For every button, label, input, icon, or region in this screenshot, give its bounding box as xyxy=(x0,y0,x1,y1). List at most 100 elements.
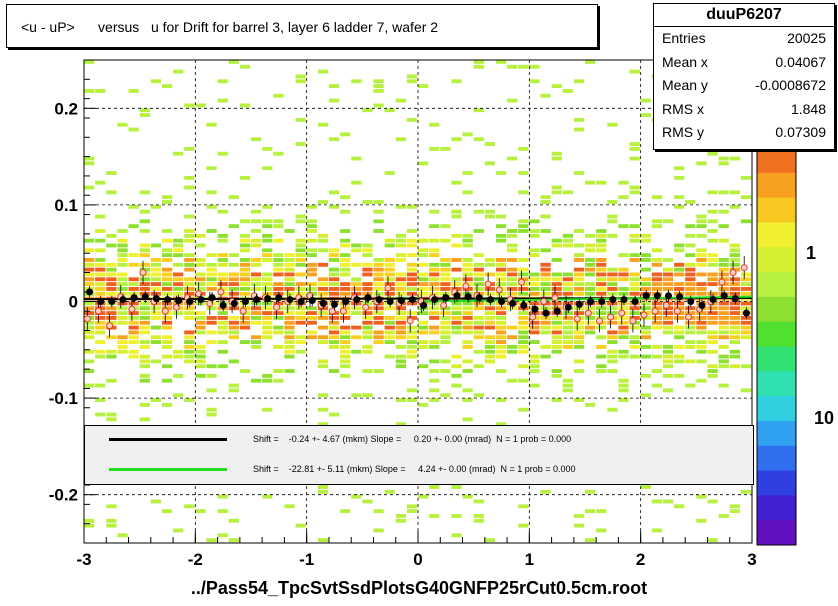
heatmap-cell xyxy=(306,311,317,316)
heatmap-cell xyxy=(373,528,384,533)
heatmap-cell xyxy=(117,248,128,253)
heatmap-cell xyxy=(173,248,184,253)
heatmap-cell xyxy=(384,489,395,494)
heatmap-cell xyxy=(562,277,573,282)
heatmap-cell xyxy=(473,349,484,354)
x-tick-label: 3 xyxy=(747,550,756,569)
heatmap-cell xyxy=(662,364,674,369)
heatmap-cell xyxy=(328,320,340,325)
heatmap-cell xyxy=(429,359,440,364)
heatmap-cell xyxy=(306,204,317,209)
heatmap-cell xyxy=(262,301,273,306)
heatmap-cell xyxy=(651,354,663,359)
heatmap-cell xyxy=(529,282,540,287)
heatmap-cell xyxy=(685,277,696,282)
heatmap-cell xyxy=(161,320,173,325)
heatmap-cell xyxy=(373,330,384,335)
heatmap-cell xyxy=(685,233,696,238)
heatmap-cell xyxy=(729,258,740,262)
heatmap-cell xyxy=(707,229,718,233)
heatmap-cell xyxy=(128,262,139,267)
heatmap-cell xyxy=(651,224,663,229)
heatmap-cell xyxy=(629,224,640,229)
heatmap-cell xyxy=(362,108,373,113)
heatmap-cell xyxy=(573,523,585,528)
heatmap-cell xyxy=(495,398,507,402)
heatmap-cell xyxy=(473,229,484,233)
heatmap-cell xyxy=(117,229,128,233)
heatmap-cell xyxy=(139,325,150,330)
heatmap-cell xyxy=(696,258,707,262)
heatmap-cell xyxy=(629,253,640,258)
heatmap-cell xyxy=(618,398,629,402)
heatmap-cell xyxy=(150,287,162,291)
heatmap-cell xyxy=(239,267,251,272)
stats-value: 0.04067 xyxy=(775,53,826,70)
heatmap-cell xyxy=(729,364,740,369)
heatmap-cell xyxy=(651,272,663,277)
heatmap-cell xyxy=(518,364,529,369)
heatmap-cell xyxy=(306,320,317,325)
heatmap-cell xyxy=(596,277,607,282)
heatmap-cell xyxy=(640,282,651,287)
heatmap-cell xyxy=(328,98,340,103)
heatmap-cell xyxy=(295,117,306,122)
heatmap-cell xyxy=(117,272,128,277)
heatmap-cell xyxy=(640,373,651,378)
heatmap-cell xyxy=(473,315,484,320)
heatmap-cell xyxy=(239,64,251,69)
heatmap-cell xyxy=(629,69,640,74)
heatmap-cell xyxy=(251,282,262,287)
heatmap-cell xyxy=(295,262,306,267)
heatmap-cell xyxy=(117,344,128,349)
heatmap-cell xyxy=(106,277,117,282)
heatmap-cell xyxy=(607,122,618,127)
heatmap-cell xyxy=(150,204,162,209)
heatmap-cell xyxy=(551,272,562,277)
heatmap-cell xyxy=(406,335,418,340)
heatmap-cell xyxy=(495,354,507,359)
heatmap-cell xyxy=(195,364,206,369)
heatmap-cell xyxy=(206,204,217,209)
heatmap-cell xyxy=(351,248,362,253)
heatmap-cell xyxy=(117,277,128,282)
heatmap-cell xyxy=(161,277,173,282)
heatmap-cell xyxy=(95,354,106,359)
heatmap-cell xyxy=(84,258,95,262)
heatmap-cell xyxy=(662,388,674,393)
heatmap-cell xyxy=(328,248,340,253)
heatmap-cell xyxy=(629,335,640,340)
heatmap-cell xyxy=(651,344,663,349)
colorbar-cell xyxy=(757,371,796,397)
heatmap-cell xyxy=(340,364,351,369)
heatmap-cell xyxy=(507,349,518,354)
heatmap-cell xyxy=(573,277,585,282)
heatmap-cell xyxy=(540,330,551,335)
heatmap-cell xyxy=(351,306,362,311)
heatmap-cell xyxy=(429,398,440,402)
heatmap-cell xyxy=(562,388,573,393)
heatmap-cell xyxy=(696,248,707,253)
heatmap-cell xyxy=(128,204,139,209)
heatmap-cell xyxy=(607,359,618,364)
heatmap-cell xyxy=(495,335,507,340)
heatmap-cell xyxy=(585,248,596,253)
heatmap-cell xyxy=(596,344,607,349)
heatmap-cell xyxy=(351,287,362,291)
heatmap-cell xyxy=(139,282,150,287)
heatmap-cell xyxy=(195,282,206,287)
heatmap-cell xyxy=(395,306,406,311)
heatmap-cell xyxy=(184,398,195,402)
heatmap-cell xyxy=(395,291,406,296)
heatmap-cell xyxy=(184,258,195,262)
colorbar-label: 1 xyxy=(806,243,816,263)
legend-text-green: Shift = -22.81 +- 5.11 (mkm) Slope = 4.2… xyxy=(253,464,576,474)
heatmap-cell xyxy=(228,287,239,291)
x-tick-label: 1 xyxy=(525,550,534,569)
heatmap-cell xyxy=(484,209,496,214)
heatmap-cell xyxy=(729,262,740,267)
heatmap-cell xyxy=(462,258,473,262)
heatmap-cell xyxy=(328,277,340,282)
black-point xyxy=(631,298,639,305)
heatmap-cell xyxy=(195,301,206,306)
